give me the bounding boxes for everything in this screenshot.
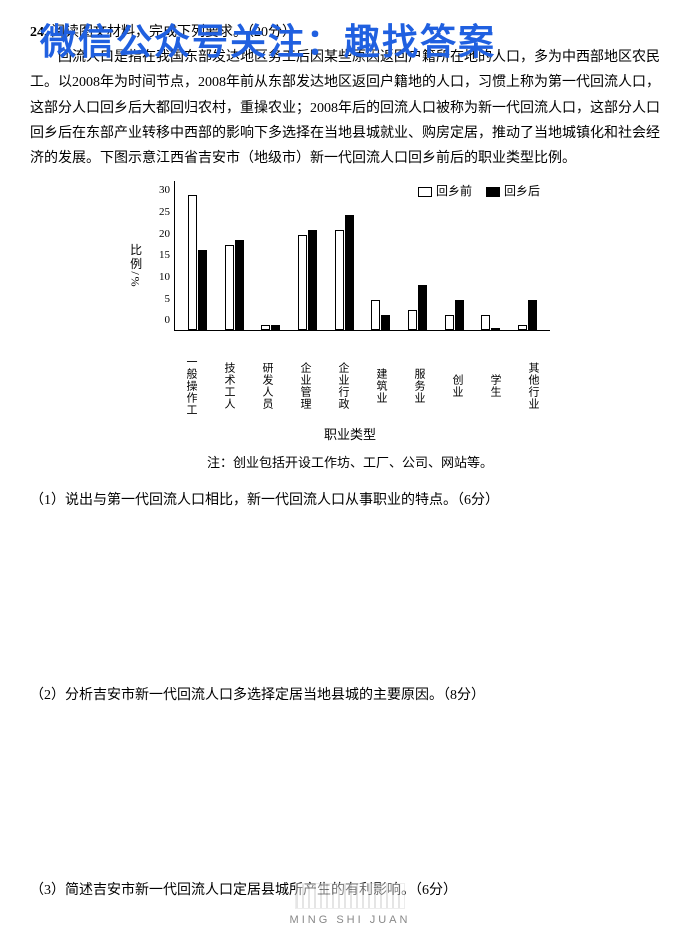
y-tick: 30 <box>159 181 170 201</box>
bar-group <box>260 325 282 330</box>
bar-before <box>225 245 234 330</box>
bar-group <box>370 300 392 330</box>
bar-before <box>445 315 454 330</box>
footer-text: MING SHI JUAN <box>290 914 411 926</box>
bar-before <box>335 230 344 330</box>
bar-group <box>443 300 465 330</box>
bar-after <box>345 215 354 330</box>
bar-group <box>186 195 208 330</box>
plot-area <box>174 181 550 331</box>
footer-decoration <box>295 883 405 909</box>
bar-after <box>418 285 427 330</box>
x-tick-label: 服务业 <box>406 351 428 421</box>
bar-after <box>455 300 464 330</box>
x-tick-label: 建筑业 <box>368 351 390 421</box>
y-tick: 5 <box>165 290 171 310</box>
bar-after <box>235 240 244 330</box>
bar-after <box>271 325 280 330</box>
bar-after <box>381 315 390 330</box>
bar-chart: 回乡前 回乡后 比例/% 302520151050 一般操作工技术工人研发人员企… <box>150 181 550 446</box>
chart-note: 注：创业包括开设工作坊、工厂、公司、网站等。 <box>30 451 670 474</box>
page-footer: MING SHI JUAN <box>0 883 700 931</box>
y-tick: 20 <box>159 225 170 245</box>
y-tick: 25 <box>159 203 170 223</box>
bar-after <box>308 230 317 330</box>
x-tick-label: 创业 <box>444 351 466 421</box>
bar-after <box>491 328 500 330</box>
bar-group <box>296 230 318 330</box>
x-axis-title: 职业类型 <box>150 423 550 446</box>
bar-before <box>518 325 527 330</box>
y-tick: 15 <box>159 246 170 266</box>
bar-before <box>188 195 197 330</box>
bar-group <box>223 240 245 330</box>
bar-group <box>517 300 539 330</box>
sub-question-2: （2）分析吉安市新一代回流人口多选择定居当地县城的主要原因。（8分） <box>30 683 670 708</box>
bar-group <box>480 315 502 330</box>
y-axis-label: 比例/% <box>124 243 146 288</box>
x-tick-label: 企业行政 <box>330 351 352 421</box>
y-axis: 302520151050 <box>150 181 174 331</box>
bar-group <box>333 215 355 330</box>
bar-before <box>408 310 417 330</box>
bar-before <box>371 300 380 330</box>
x-tick-label: 其他行业 <box>520 351 542 421</box>
bar-group <box>406 285 428 330</box>
bar-after <box>198 250 207 330</box>
x-tick-label: 学生 <box>482 351 504 421</box>
bar-before <box>298 235 307 330</box>
x-tick-label: 研发人员 <box>254 351 276 421</box>
x-tick-label: 技术工人 <box>216 351 238 421</box>
watermark-text: 微信公众号关注：趣找答案 <box>40 10 496 75</box>
bar-before <box>481 315 490 330</box>
bar-before <box>261 325 270 330</box>
y-tick: 0 <box>165 311 171 331</box>
x-tick-label: 一般操作工 <box>178 351 200 421</box>
x-tick-label: 企业管理 <box>292 351 314 421</box>
x-axis-labels: 一般操作工技术工人研发人员企业管理企业行政建筑业服务业创业学生其他行业 <box>150 351 550 421</box>
chart-body: 比例/% 302520151050 <box>150 181 550 351</box>
bar-after <box>528 300 537 330</box>
y-tick: 10 <box>159 268 170 288</box>
sub-question-1: （1）说出与第一代回流人口相比，新一代回流人口从事职业的特点。（6分） <box>30 488 670 513</box>
